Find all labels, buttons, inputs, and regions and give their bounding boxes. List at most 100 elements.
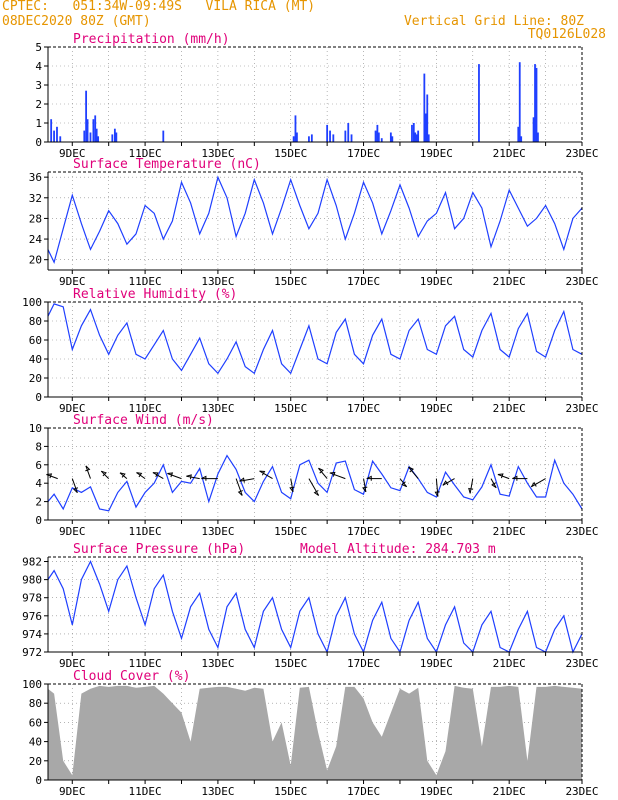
precip-bar <box>411 124 413 142</box>
wind-title: Surface Wind (m/s) <box>73 413 214 428</box>
wind-arrow-head <box>313 490 319 496</box>
header-date: 08DEC2020 80Z (GMT) <box>2 14 151 29</box>
cloud-ytick-label: 0 <box>35 774 42 787</box>
header-grid-note: Vertical Grid Line: 80Z <box>403 14 584 29</box>
temp-title: Surface Temperature (nC) <box>73 157 261 172</box>
precip-bar <box>427 134 430 142</box>
temp-ytick-label: 20 <box>29 254 42 267</box>
precip-bar <box>478 64 480 142</box>
pres-xtick-label: 15DEC <box>274 657 307 670</box>
precip-bar <box>347 123 350 142</box>
precip-xtick-label: 19DEC <box>420 147 453 160</box>
precip-bar <box>377 132 380 142</box>
wind-arrow-head <box>366 475 372 481</box>
precip-xtick-label: 17DEC <box>347 147 380 160</box>
precip-bar <box>326 124 329 142</box>
cloud-ytick-label: 100 <box>22 678 42 691</box>
precip-bar <box>389 132 392 142</box>
precip-bar <box>50 119 53 142</box>
rh-xtick-label: 17DEC <box>347 402 380 415</box>
precip-bar <box>94 115 97 142</box>
precip-xtick-label: 21DEC <box>493 147 526 160</box>
cloud-ytick-label: 40 <box>29 736 42 749</box>
wind-arrow-head <box>101 470 107 477</box>
wind-arrow <box>259 470 273 480</box>
precip-bar <box>308 136 310 142</box>
rh-xtick-label: 11DEC <box>129 402 162 415</box>
precip-bar <box>115 132 118 142</box>
wind-arrow-head <box>497 473 504 479</box>
precip-bar <box>534 64 536 142</box>
wind-arrow-head <box>362 486 368 493</box>
wind-arrow <box>235 478 243 496</box>
wind-arrow <box>531 478 546 488</box>
precip-xtick-label: 23DEC <box>565 147 598 160</box>
wind-ytick-label: 6 <box>35 459 42 472</box>
wind-arrow-head <box>491 482 497 489</box>
precip-bar <box>296 132 298 142</box>
wind-arrow-head <box>136 472 143 478</box>
wind-arrow <box>329 472 346 480</box>
wind-ytick-label: 0 <box>35 514 42 527</box>
cloud-ytick-label: 60 <box>29 716 42 729</box>
wind-arrow <box>497 474 510 480</box>
wind-arrow <box>136 472 146 480</box>
precip-xtick-label: 11DEC <box>129 147 162 160</box>
precip-bar <box>414 132 417 142</box>
rh-ytick-label: 20 <box>29 372 42 385</box>
rh-panel: Relative Humidity (%) 0 20 40 60 80 100 9DEC 11D… <box>22 287 598 415</box>
cloud-xtick-label: 23DEC <box>565 785 598 798</box>
precip-bar <box>417 130 420 142</box>
temp-line <box>47 175 583 265</box>
precip-bar <box>424 113 427 142</box>
precip-ytick-label: 0 <box>35 136 42 149</box>
wind-arrow-head <box>46 473 53 479</box>
precip-bar <box>83 130 86 142</box>
wind-arrow-head <box>468 487 474 494</box>
temp-xtick-label: 21DEC <box>493 275 526 288</box>
temp-ytick-label: 24 <box>29 233 43 246</box>
rh-ytick-label: 60 <box>29 334 42 347</box>
precip-bar <box>113 128 116 142</box>
precip-ytick-label: 2 <box>35 98 42 111</box>
precip-xtick-label: 15DEC <box>274 147 307 160</box>
wind-arrow <box>399 478 408 487</box>
precip-bar <box>53 130 55 142</box>
pres-ytick-label: 976 <box>22 610 42 623</box>
wind-xtick-label: 13DEC <box>201 525 234 538</box>
wind-arrow <box>308 478 320 496</box>
wind-arrow <box>435 478 439 497</box>
precip-bar <box>426 94 429 142</box>
wind-arrow-head <box>401 481 407 488</box>
precip-ytick-label: 5 <box>35 41 42 54</box>
cloud-xtick-label: 9DEC <box>59 785 86 798</box>
cloud-ytick-label: 20 <box>29 755 42 768</box>
precip-bar <box>56 126 58 142</box>
cloud-xtick-label: 11DEC <box>129 785 162 798</box>
wind-arrow <box>290 478 294 492</box>
wind-ytick-label: 10 <box>29 422 42 435</box>
precip-panel: Precipitation (mm/h) 0 1 2 3 4 5 9DEC 11DEC 13DEC… <box>35 32 598 160</box>
wind-arrow-head <box>119 472 126 478</box>
rh-xtick-label: 21DEC <box>493 402 526 415</box>
wind-arrow-head <box>329 471 336 477</box>
cloud-xtick-label: 17DEC <box>347 785 380 798</box>
temp-ytick-label: 28 <box>29 212 42 225</box>
rh-ytick-label: 0 <box>35 391 42 404</box>
pres-panel: Surface Pressure (hPa) Model Altitude: 28… <box>22 542 598 670</box>
pres-ytick-label: 974 <box>22 628 42 641</box>
rh-xtick-label: 23DEC <box>565 402 598 415</box>
precip-bar <box>329 130 331 142</box>
wind-arrow <box>100 470 110 479</box>
cloud-xtick-label: 13DEC <box>201 785 234 798</box>
rh-line <box>47 303 583 375</box>
wind-xtick-label: 9DEC <box>59 525 86 538</box>
wind-arrow-head <box>85 465 91 472</box>
pres-ytick-label: 982 <box>22 556 42 569</box>
wind-ytick-label: 8 <box>35 440 42 453</box>
precip-bar <box>310 134 313 142</box>
rh-xtick-label: 9DEC <box>59 402 86 415</box>
precip-bar <box>415 134 418 142</box>
temp-xtick-label: 23DEC <box>565 275 598 288</box>
wind-arrow-head <box>186 474 192 480</box>
